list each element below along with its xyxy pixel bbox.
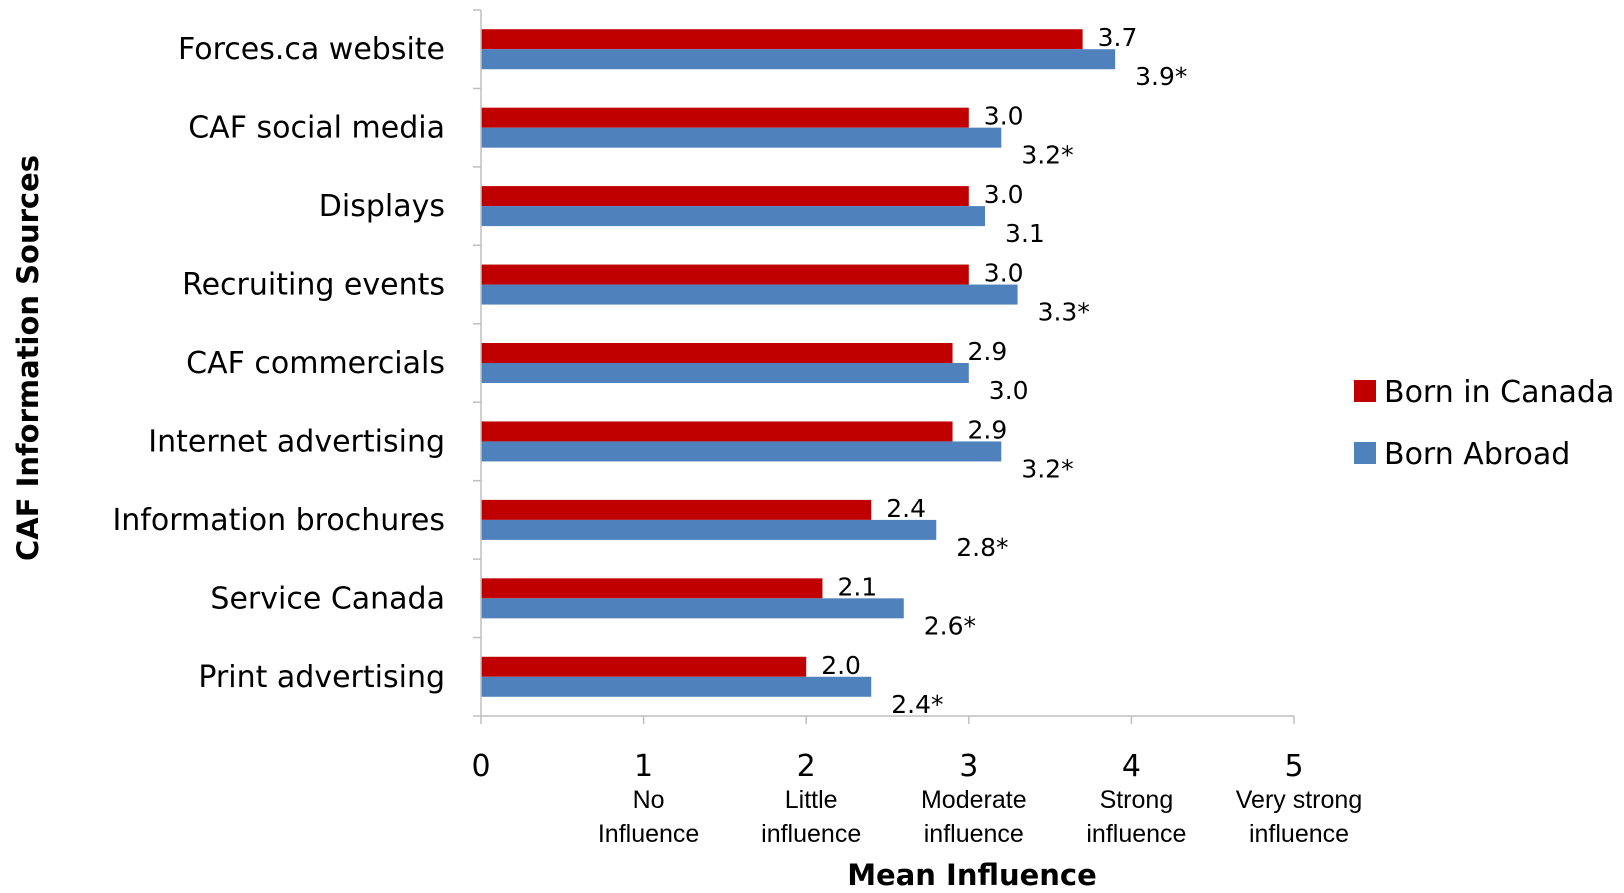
data-label-born-in-canada-2: 3.0 — [984, 180, 1024, 209]
bar-born-in-canada-5 — [481, 421, 953, 442]
data-label-born-abroad-4: 3.0 — [989, 376, 1029, 405]
bar-born-abroad-2 — [481, 206, 986, 227]
bar-born-abroad-3 — [481, 284, 1018, 305]
x-tick-label-2: 2 — [797, 749, 816, 784]
category-label-2: Displays — [319, 189, 445, 224]
legend-swatch-born-abroad — [1354, 442, 1376, 464]
x-tick-description-5-0: Very strong — [1236, 786, 1362, 814]
legend-label-born-abroad: Born Abroad — [1384, 437, 1570, 472]
data-label-born-in-canada-3: 3.0 — [984, 259, 1024, 288]
x-tick-description-5-1: influence — [1249, 820, 1349, 848]
labels-layer: 3.7 3.9* Forces.ca website 3.0 3.2* CAF socia… — [112, 23, 1362, 848]
bar-born-abroad-0 — [481, 49, 1116, 70]
data-label-born-abroad-2: 3.1 — [1005, 219, 1045, 248]
bar-born-abroad-8 — [481, 676, 872, 697]
bar-born-abroad-7 — [481, 598, 904, 619]
x-tick-description-1-0: No — [633, 786, 665, 814]
x-tick-description-1-1: Influence — [598, 820, 699, 848]
category-label-3: Recruiting events — [182, 268, 445, 303]
x-tick-description-3-0: Moderate — [921, 786, 1027, 814]
data-label-born-abroad-7: 2.6* — [924, 611, 976, 640]
y-axis-title: CAF Information Sources — [11, 155, 45, 561]
category-label-7: Service Canada — [210, 581, 445, 616]
data-label-born-abroad-5: 3.2* — [1021, 454, 1073, 483]
bar-born-in-canada-6 — [481, 499, 872, 520]
data-label-born-in-canada-5: 2.9 — [968, 415, 1008, 444]
bar-born-abroad-1 — [481, 127, 1002, 148]
data-label-born-in-canada-6: 2.4 — [886, 494, 926, 523]
x-tick-description-4-0: Strong — [1100, 786, 1174, 814]
data-label-born-in-canada-4: 2.9 — [968, 337, 1008, 366]
data-label-born-in-canada-1: 3.0 — [984, 102, 1024, 131]
legend: Born in Canada Born Abroad — [1354, 375, 1614, 472]
data-label-born-abroad-6: 2.8* — [956, 533, 1008, 562]
legend-swatch-born-in-canada — [1354, 380, 1376, 402]
x-tick-description-3-1: influence — [924, 820, 1024, 848]
bars-layer — [481, 29, 1116, 697]
category-label-6: Information brochures — [112, 503, 445, 538]
category-label-5: Internet advertising — [148, 424, 445, 459]
data-label-born-abroad-8: 2.4* — [891, 690, 943, 719]
bar-born-in-canada-8 — [481, 656, 807, 677]
bar-born-abroad-4 — [481, 363, 969, 383]
data-label-born-in-canada-0: 3.7 — [1098, 23, 1138, 52]
data-label-born-abroad-3: 3.3* — [1038, 298, 1090, 327]
x-tick-description-2-0: Little — [785, 786, 838, 814]
bar-born-in-canada-2 — [481, 186, 969, 207]
x-tick-label-5: 5 — [1284, 749, 1303, 784]
x-tick-label-1: 1 — [634, 749, 653, 784]
x-axis-title: Mean Influence — [847, 858, 1097, 892]
bar-born-in-canada-4 — [481, 343, 953, 363]
bar-born-in-canada-0 — [481, 29, 1083, 50]
category-label-8: Print advertising — [198, 660, 445, 695]
x-tick-label-4: 4 — [1122, 749, 1141, 784]
data-label-born-in-canada-7: 2.1 — [837, 572, 877, 601]
axes — [473, 9, 1295, 724]
x-tick-label-3: 3 — [959, 749, 978, 784]
bar-born-abroad-6 — [481, 519, 937, 540]
bar-born-abroad-5 — [481, 441, 1002, 462]
x-tick-description-4-1: influence — [1086, 820, 1186, 848]
data-label-born-abroad-0: 3.9* — [1135, 62, 1187, 91]
x-tick-description-2-1: influence — [761, 820, 861, 848]
x-tick-label-0: 0 — [471, 749, 490, 784]
category-label-0: Forces.ca website — [178, 32, 445, 67]
bar-born-in-canada-3 — [481, 264, 969, 285]
legend-label-born-in-canada: Born in Canada — [1384, 375, 1614, 410]
data-label-born-in-canada-8: 2.0 — [821, 651, 861, 680]
bar-born-in-canada-1 — [481, 107, 969, 128]
bar-born-in-canada-7 — [481, 578, 823, 599]
category-label-4: CAF commercials — [186, 346, 445, 381]
category-label-1: CAF social media — [188, 111, 445, 146]
data-label-born-abroad-1: 3.2* — [1021, 141, 1073, 170]
